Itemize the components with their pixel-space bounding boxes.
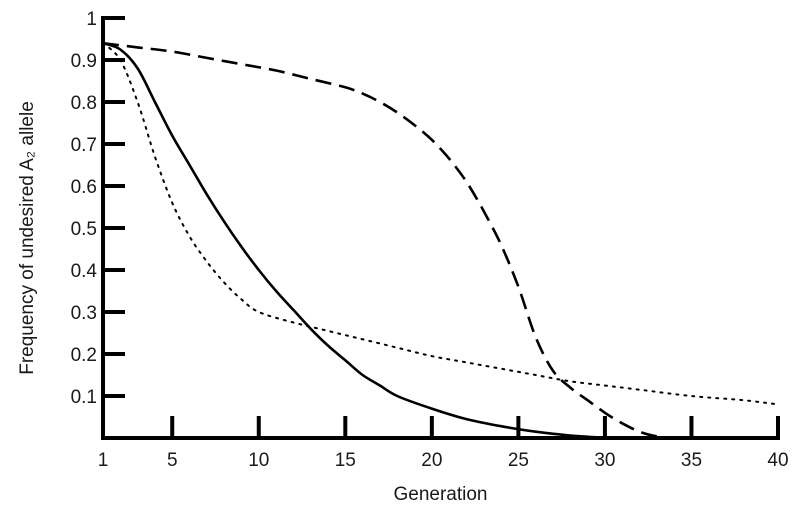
x-tick-label: 20 bbox=[421, 450, 442, 471]
y-tick-label: 0.2 bbox=[71, 345, 97, 366]
x-tick-label: 10 bbox=[248, 450, 269, 471]
y-tick-label: 0.6 bbox=[71, 177, 97, 198]
x-tick-label: 35 bbox=[681, 450, 702, 471]
x-tick-label: 25 bbox=[508, 450, 529, 471]
series-layer bbox=[102, 41, 779, 440]
x-tick-label: 30 bbox=[594, 450, 615, 471]
axes-layer bbox=[101, 16, 780, 440]
y-tick-label: 0.5 bbox=[71, 219, 97, 240]
y-tick-label: 0.4 bbox=[71, 261, 98, 282]
series-line-dotted bbox=[102, 42, 779, 406]
y-tick-label: 0.9 bbox=[71, 51, 97, 72]
x-tick-label: 15 bbox=[335, 450, 356, 471]
y-axis-title: Frequency of undesired A₂ allele bbox=[17, 101, 38, 375]
y-tick-label: 0.3 bbox=[71, 303, 97, 324]
x-tick-label: 5 bbox=[167, 450, 178, 471]
y-tick-label: 1 bbox=[86, 9, 97, 30]
series-line-solid bbox=[102, 41, 623, 440]
y-tick-label: 0.7 bbox=[71, 135, 97, 156]
x-tick-label: 40 bbox=[767, 450, 788, 471]
series-line-dashed bbox=[102, 41, 675, 440]
labels-layer: 0.10.20.30.40.50.60.70.80.911 5 10 15 20 25 30… bbox=[71, 9, 789, 471]
x-tick-label: 1 bbox=[98, 450, 109, 471]
x-axis-title: Generation bbox=[393, 484, 487, 505]
y-tick-label: 0.8 bbox=[71, 93, 97, 114]
y-tick-label: 0.1 bbox=[71, 387, 97, 408]
